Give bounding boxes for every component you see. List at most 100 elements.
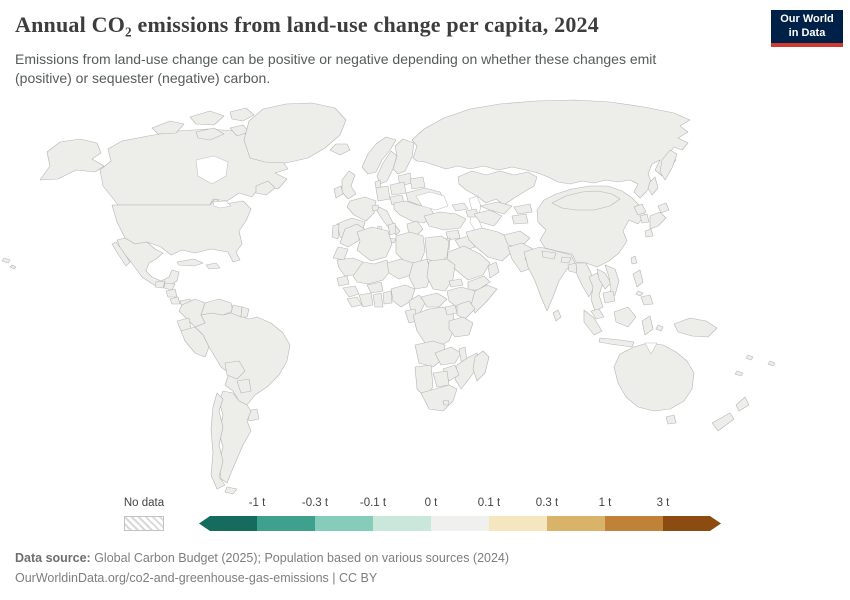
country-new-guinea[interactable] (673, 317, 718, 338)
country-sri-lanka[interactable] (552, 309, 562, 322)
country-denmark[interactable] (374, 179, 382, 189)
country-chad[interactable] (408, 258, 432, 290)
country-venezuela[interactable] (200, 298, 234, 316)
country-russia[interactable] (411, 99, 691, 199)
country-morocco[interactable] (339, 223, 367, 248)
country-north-korea[interactable] (633, 203, 647, 216)
country-western-sahara[interactable] (332, 246, 349, 261)
country-poland[interactable] (389, 181, 407, 196)
country-tunisia[interactable] (387, 222, 397, 236)
country-australia-tasmania[interactable] (665, 414, 677, 425)
country-greenland[interactable] (243, 102, 347, 164)
country-new-caledonia[interactable] (734, 370, 744, 377)
country-cote-divoire[interactable] (358, 292, 374, 308)
country-bhutan[interactable] (560, 256, 572, 264)
country-turkmenistan[interactable] (473, 209, 503, 227)
country-madagascar[interactable] (472, 350, 490, 382)
country-finland[interactable] (392, 138, 415, 175)
country-indonesia-borneo[interactable] (613, 306, 637, 328)
country-sierra-leone-liberia[interactable] (346, 296, 363, 308)
country-russia-sakhalin[interactable] (647, 176, 659, 196)
country-portugal[interactable] (331, 223, 340, 240)
country-eritrea[interactable] (448, 278, 464, 288)
country-nepal[interactable] (541, 250, 557, 260)
country-kazakhstan[interactable] (457, 170, 538, 206)
country-costa-rica[interactable] (169, 296, 181, 305)
country-bangladesh[interactable] (567, 262, 578, 274)
country-guatemala[interactable] (154, 280, 166, 289)
country-botswana[interactable] (432, 370, 450, 388)
country-zambia[interactable] (434, 346, 462, 366)
country-us-hawaii[interactable] (1, 257, 11, 264)
country-laos[interactable] (596, 268, 612, 290)
country-kenya[interactable] (456, 300, 476, 320)
country-new-zealand-north[interactable] (735, 396, 750, 412)
country-guinea[interactable] (342, 285, 360, 298)
legend-segment[interactable] (257, 516, 315, 531)
legend-segment[interactable] (605, 516, 663, 531)
country-canada-arctic-1[interactable] (151, 120, 185, 135)
country-suriname[interactable] (240, 306, 250, 318)
country-tajikistan[interactable] (511, 213, 529, 225)
legend-segment[interactable] (547, 516, 605, 531)
country-algeria[interactable] (356, 226, 393, 262)
country-cuba[interactable] (176, 258, 204, 267)
legend-segment[interactable] (431, 516, 489, 531)
country-australia[interactable] (613, 342, 695, 412)
country-yemen[interactable] (467, 275, 491, 291)
country-south-korea[interactable] (639, 213, 650, 224)
country-mexico-baja[interactable] (111, 241, 131, 267)
country-tierra-del-fuego[interactable] (224, 486, 238, 495)
country-belarus[interactable] (409, 176, 426, 190)
country-iran[interactable] (465, 227, 513, 262)
country-burkina-faso[interactable] (366, 281, 384, 294)
country-afghanistan[interactable] (503, 230, 531, 248)
country-kyrgyzstan[interactable] (513, 203, 533, 215)
country-us-hawaii-2[interactable] (9, 264, 17, 270)
country-peru[interactable] (180, 326, 210, 358)
legend-segment[interactable] (199, 516, 257, 531)
country-canada-arctic-4[interactable] (195, 127, 225, 141)
country-turkey[interactable] (423, 211, 467, 231)
country-nicaragua[interactable] (165, 288, 178, 298)
country-sudan[interactable] (426, 258, 456, 292)
country-indonesia-sumatra[interactable] (583, 309, 603, 336)
country-united-kingdom[interactable] (341, 170, 357, 200)
country-oman[interactable] (487, 261, 500, 279)
license-line[interactable]: OurWorldinData.org/co2-and-greenhouse-ga… (15, 571, 378, 585)
country-canada[interactable] (99, 128, 289, 206)
legend-segment[interactable] (663, 516, 721, 531)
legend-segment[interactable] (315, 516, 373, 531)
country-argentina[interactable] (218, 390, 252, 484)
legend-segment[interactable] (373, 516, 431, 531)
country-philippines-luzon[interactable] (632, 269, 644, 288)
country-georgia[interactable] (451, 202, 469, 212)
country-japan-honshu[interactable] (649, 211, 667, 230)
country-russia-kamchatka[interactable] (659, 149, 678, 181)
country-chile[interactable] (210, 392, 226, 490)
country-norway[interactable] (361, 136, 397, 175)
country-colombia[interactable] (178, 298, 206, 328)
country-canada-newfoundland[interactable] (255, 180, 276, 196)
country-new-zealand-south[interactable] (711, 412, 735, 432)
country-malaysia[interactable] (590, 308, 605, 320)
country-fiji[interactable] (767, 360, 776, 367)
legend-segment[interactable] (489, 516, 547, 531)
country-libya[interactable] (395, 231, 426, 264)
legend-color-bar[interactable] (199, 516, 721, 531)
country-france[interactable] (346, 196, 377, 222)
country-tanzania[interactable] (448, 316, 474, 338)
country-vanuatu[interactable] (745, 354, 754, 361)
country-honduras[interactable] (163, 282, 176, 291)
country-philippines-mindanao[interactable] (640, 294, 654, 306)
country-us-alaska[interactable] (39, 138, 105, 181)
country-lesotho[interactable] (442, 399, 450, 406)
country-philippines-visayas[interactable] (635, 290, 644, 297)
country-uzbekistan[interactable] (479, 201, 513, 215)
country-japan-kyushu[interactable] (644, 228, 654, 238)
country-iceland[interactable] (329, 143, 351, 156)
country-canada-arctic-3[interactable] (229, 107, 255, 122)
country-japan-hokkaido[interactable] (657, 202, 670, 214)
country-taiwan[interactable] (630, 255, 638, 265)
country-ireland[interactable] (333, 185, 344, 199)
